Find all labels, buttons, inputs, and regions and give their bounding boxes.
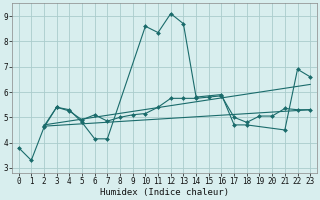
X-axis label: Humidex (Indice chaleur): Humidex (Indice chaleur) (100, 188, 229, 197)
